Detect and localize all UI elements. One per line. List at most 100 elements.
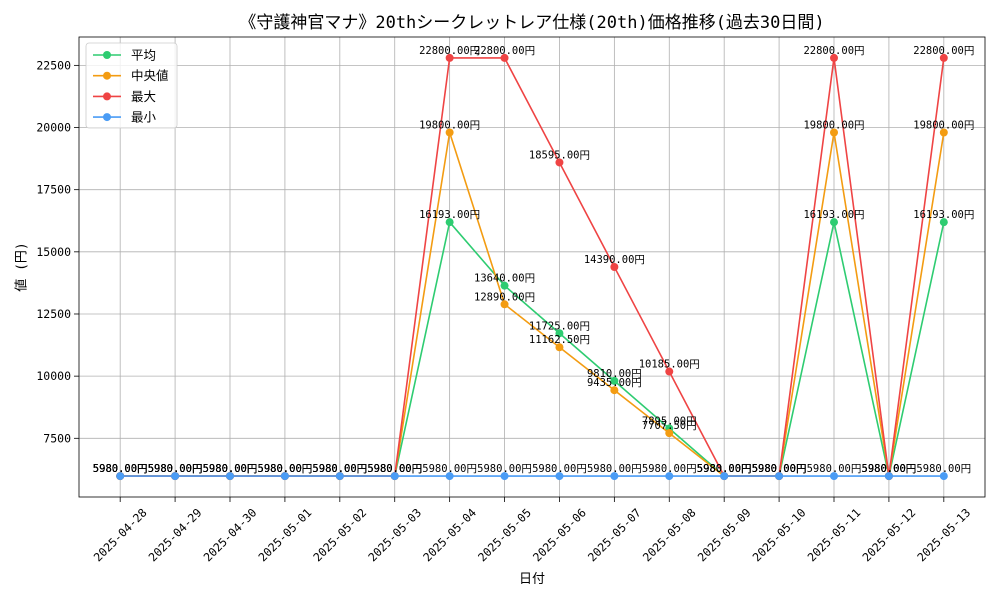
average-data-label-2025-05-08: 7895.00円 (642, 415, 697, 427)
minimum-data-label-2025-05-11: 5980.00円 (807, 463, 862, 475)
legend-label-minimum: 最小 (131, 110, 157, 125)
y-axis-label: 値 (円) (14, 242, 30, 291)
minimum-data-label-2025-05-09: 5980.00円 (697, 463, 752, 475)
minimum-point-2025-05-07 (610, 472, 619, 481)
legend-item-minimum: 最小 (93, 110, 157, 125)
average-data-label-2025-04-29: 5980.00円 (148, 463, 203, 475)
median-point-2025-05-06 (555, 343, 564, 352)
median-data-label-2025-05-02: 5980.00円 (312, 463, 367, 475)
minimum-data-label-2025-05-01: 5980.00円 (258, 463, 313, 475)
median-point-2025-05-05 (500, 300, 509, 309)
maximum-point-2025-05-07 (610, 263, 619, 271)
y-tick-label-22500: 22500 (36, 58, 71, 72)
minimum-point-2025-05-08 (665, 472, 674, 481)
maximum-point-2025-05-05 (500, 53, 509, 62)
minimum-point-2025-05-05 (500, 472, 509, 481)
minimum-point-2025-04-30 (226, 472, 234, 481)
legend-item-average: 平均 (93, 48, 156, 63)
average-point-2025-05-05 (500, 281, 509, 290)
minimum-data-label-2025-04-28: 5980.00円 (93, 463, 148, 475)
median-data-label-2025-05-07: 9435.00円 (587, 377, 642, 389)
maximum-point-2025-05-08 (665, 367, 674, 376)
maximum-data-label-2025-04-30: 5980.00円 (203, 463, 258, 475)
maximum-data-label-2025-05-11: 22800.00円 (803, 45, 864, 57)
maximum-data-label-2025-05-03: 5980.00円 (367, 463, 422, 475)
median-data-label-2025-05-10: 5980.00円 (752, 463, 807, 475)
minimum-data-label-2025-05-07: 5980.00円 (587, 463, 642, 475)
median-data-label-2025-04-30: 5980.00円 (203, 463, 258, 475)
average-data-label-2025-05-05: 13640.00円 (474, 273, 535, 285)
minimum-point-2025-05-06 (555, 472, 564, 481)
plot-frame (78, 36, 986, 498)
minimum-point-2025-05-11 (830, 472, 838, 481)
legend-marker-average (103, 51, 111, 59)
minimum-point-2025-05-09 (720, 472, 729, 481)
minimum-data-label-2025-05-06: 5980.00円 (532, 463, 587, 475)
maximum-data-label-2025-05-07: 14390.00円 (584, 254, 645, 266)
legend-marker-minimum (103, 113, 111, 122)
average-data-label-2025-05-09: 5980.00円 (697, 463, 752, 475)
average-data-label-2025-05-06: 11725.00円 (529, 320, 590, 332)
minimum-point-2025-05-03 (390, 472, 399, 481)
median-data-label-2025-05-12: 5980.00円 (862, 463, 917, 475)
median-data-label-2025-04-29: 5980.00円 (148, 463, 203, 475)
median-data-label-2025-05-01: 5980.00円 (258, 463, 313, 475)
average-data-label-2025-05-02: 5980.00円 (312, 463, 367, 475)
y-tick-label-17500: 17500 (36, 183, 71, 197)
average-data-label-2025-05-13: 16193.00円 (913, 209, 974, 221)
minimum-data-label-2025-05-05: 5980.00円 (477, 463, 532, 475)
series-layer (116, 53, 948, 481)
minimum-point-2025-04-29 (171, 472, 180, 481)
median-data-label-2025-05-03: 5980.00円 (367, 463, 422, 475)
average-point-2025-05-11 (830, 218, 838, 227)
minimum-series (116, 472, 948, 481)
maximum-data-label-2025-05-02: 5980.00円 (312, 463, 367, 475)
legend-item-median: 中央値 (93, 68, 169, 83)
minimum-data-label-2025-05-04: 5980.00円 (422, 463, 477, 475)
legend-item-maximum: 最大 (93, 89, 156, 104)
minimum-data-label-2025-04-29: 5980.00円 (148, 463, 203, 475)
minimum-data-label-2025-05-02: 5980.00円 (312, 463, 367, 475)
median-data-label-2025-05-04: 19800.00円 (419, 120, 480, 132)
y-tick-label-15000: 15000 (36, 245, 71, 259)
maximum-data-label-2025-05-13: 22800.00円 (913, 45, 974, 57)
maximum-data-label-2025-05-09: 5980.00円 (697, 463, 752, 475)
median-data-label-2025-05-13: 19800.00円 (913, 120, 974, 132)
y-tick-label-12500: 12500 (36, 307, 71, 321)
legend-marker-median (103, 71, 111, 80)
average-data-label-2025-05-07: 9810.00円 (587, 368, 642, 380)
average-point-2025-05-06 (555, 329, 564, 338)
median-point-2025-05-07 (610, 386, 619, 395)
maximum-point-2025-05-04 (445, 53, 454, 62)
minimum-data-label-2025-05-13: 5980.00円 (916, 463, 971, 475)
median-data-label-2025-05-09: 5980.00円 (697, 463, 752, 475)
y-tick-label-10000: 10000 (36, 369, 71, 383)
maximum-point-2025-05-13 (939, 53, 948, 62)
legend-marker-maximum (103, 92, 111, 101)
maximum-data-label-2025-05-04: 22800.00円 (419, 45, 480, 57)
maximum-data-label-2025-05-10: 5980.00円 (752, 463, 807, 475)
average-data-label-2025-05-11: 16193.00円 (803, 209, 864, 221)
minimum-point-2025-04-28 (116, 472, 125, 481)
average-data-label-2025-05-10: 5980.00円 (752, 463, 807, 475)
maximum-point-2025-05-06 (555, 158, 564, 167)
median-data-label-2025-05-06: 11162.50円 (529, 334, 590, 346)
average-point-2025-05-07 (610, 376, 619, 385)
x-axis-label: 日付 (519, 572, 545, 587)
maximum-data-label-2025-05-06: 18595.00円 (529, 149, 590, 161)
average-data-label-2025-05-12: 5980.00円 (862, 463, 917, 475)
y-tick-label-7500: 7500 (43, 431, 71, 445)
average-point-2025-05-13 (939, 218, 948, 227)
average-data-label-2025-05-01: 5980.00円 (258, 463, 313, 475)
legend-label-maximum: 最大 (131, 89, 156, 104)
median-point-2025-05-04 (445, 128, 454, 137)
chart-title: 《守護神官マナ》20thシークレットレア仕様(20th)価格推移(過去30日間) (239, 13, 824, 33)
maximum-data-label-2025-04-28: 5980.00円 (93, 463, 148, 475)
axis-ticks (74, 64, 945, 502)
average-data-label-2025-05-04: 16193.00円 (419, 209, 480, 221)
median-data-label-2025-04-28: 5980.00円 (93, 463, 148, 475)
median-point-2025-05-13 (939, 128, 948, 137)
data-labels-layer: 5980.00円 5980.00円 5980.00円 5980.00円 5980.00円… (93, 45, 975, 475)
